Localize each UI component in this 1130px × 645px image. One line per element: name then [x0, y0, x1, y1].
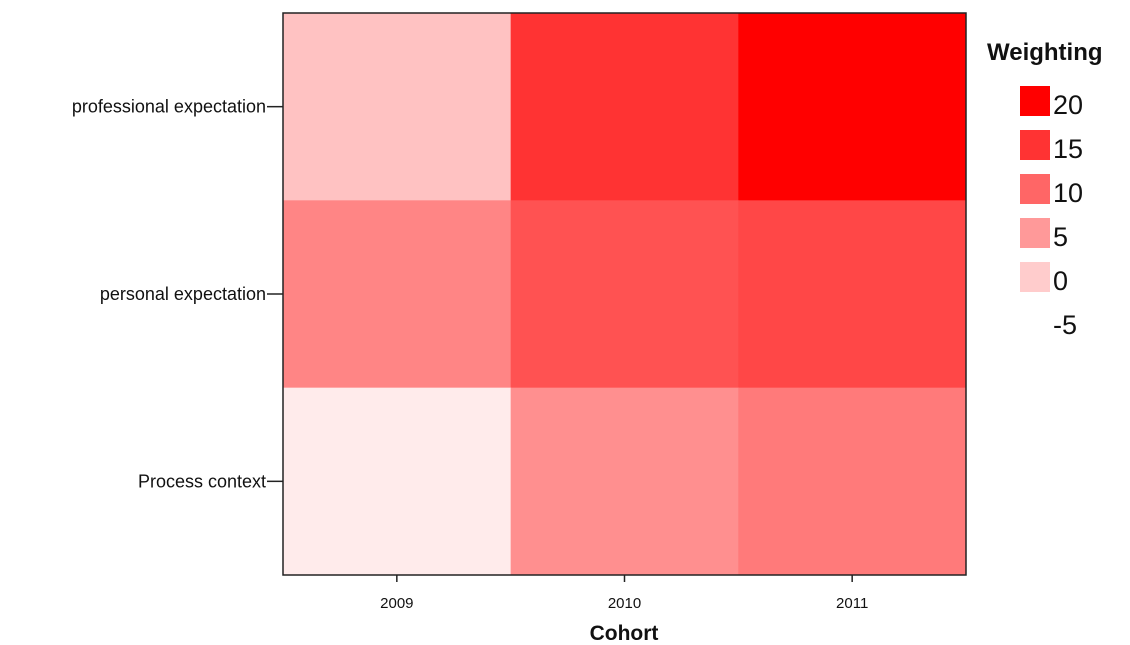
- y-tick-label: professional expectation: [72, 97, 266, 117]
- y-axis: professional expectation personal expecta…: [72, 97, 283, 491]
- legend-label: 15: [1053, 134, 1083, 164]
- heatmap-cell: [510, 387, 739, 576]
- legend-title: Weighting: [987, 39, 1103, 66]
- x-axis: 2009 2010 2011: [380, 575, 868, 612]
- legend-swatch: [1020, 218, 1050, 248]
- legend-items: 20 15 10 5 0 -5: [1020, 86, 1083, 340]
- legend-swatch: [1020, 306, 1050, 336]
- legend-swatch: [1020, 262, 1050, 292]
- heatmap-cell: [283, 200, 512, 389]
- heatmap-cell: [283, 387, 512, 576]
- y-tick-label: personal expectation: [100, 284, 266, 304]
- heatmap-cell: [510, 200, 739, 389]
- legend-label: 0: [1053, 266, 1068, 296]
- x-tick-label: 2009: [380, 595, 413, 612]
- legend-swatch: [1020, 130, 1050, 160]
- x-tick-label: 2010: [608, 595, 641, 612]
- heatmap-cells: [283, 13, 967, 576]
- legend-label: 5: [1053, 222, 1068, 252]
- heatmap-cell: [283, 13, 512, 201]
- legend-swatch: [1020, 174, 1050, 204]
- x-axis-title: Cohort: [590, 622, 659, 645]
- legend-swatch: [1020, 86, 1050, 116]
- x-tick-label: 2011: [836, 595, 868, 612]
- heatmap-cell: [510, 13, 739, 201]
- legend-label: -5: [1053, 310, 1077, 340]
- legend-label: 10: [1053, 178, 1083, 208]
- heatmap-cell: [738, 13, 967, 201]
- heatmap-cell: [738, 387, 967, 576]
- legend-label: 20: [1053, 90, 1083, 120]
- legend: Weighting 20 15 10 5 0 -5: [987, 39, 1103, 340]
- y-tick-label: Process context: [138, 471, 266, 491]
- heatmap-cell: [738, 200, 967, 389]
